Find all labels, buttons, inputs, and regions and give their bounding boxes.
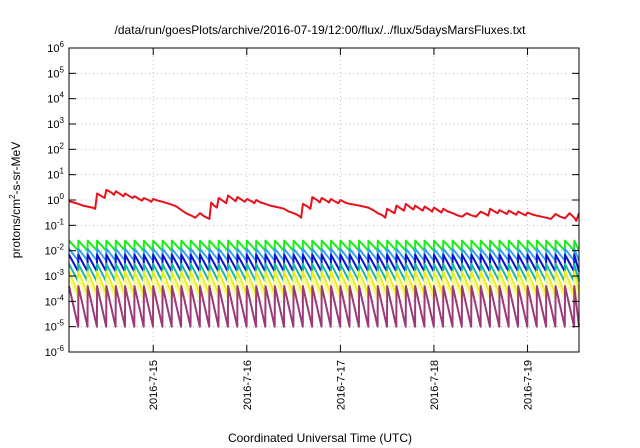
series-line-3 [68,247,580,262]
y-tick-base: 10 [47,94,59,106]
series-line-6 [68,270,580,295]
x-tick-label: 2016-7-16 [242,360,254,410]
x-tick-label: 2016-7-17 [335,360,347,410]
series-layer [68,188,580,328]
y-tick-label: 10-4 [45,293,65,308]
y-tick-exponent: -4 [57,293,65,302]
series-line-2 [68,239,580,252]
y-tick-base: 10 [45,246,57,258]
series-line-1 [68,188,580,222]
y-tick-label: 105 [47,65,64,80]
y-tick-label: 101 [47,167,64,182]
y-tick-label: 104 [47,91,64,106]
y-tick-base: 10 [45,220,57,232]
y-tick-exponent: 5 [60,65,65,74]
y-tick-base: 10 [47,195,59,207]
y-axis-label-before: protons/cm [9,199,23,258]
y-tick-exponent: 1 [60,167,65,176]
y-tick-exponent: 0 [60,192,65,201]
x-tick-label: 2016-7-18 [429,360,441,410]
y-tick-base: 10 [47,170,59,182]
y-axis-label-after: -s-sr-MeV [9,142,23,195]
x-axis-label: Coordinated Universal Time (UTC) [228,431,412,445]
y-tick-exponent: 2 [60,141,65,150]
series-line-5 [68,262,580,283]
y-tick-exponent: -1 [57,217,65,226]
y-tick-label: 10-2 [45,243,65,258]
y-tick-label: 103 [47,116,64,131]
y-tick-base: 10 [47,68,59,80]
x-tick-label: 2016-7-19 [523,360,535,410]
y-tick-exponent: -2 [57,243,65,252]
y-tick-exponent: -3 [57,268,65,277]
y-tick-exponent: 4 [60,91,65,100]
y-tick-base: 10 [45,296,57,308]
y-tick-label: 102 [47,141,64,156]
y-axis: 10610510410310210110010-110-210-310-410-… [45,40,579,359]
y-tick-label: 10-1 [45,217,65,232]
y-tick-label: 10-5 [45,319,65,334]
chart-title: /data/run/goesPlots/archive/2016-07-19/1… [115,23,527,37]
x-tick-label: 2016-7-15 [148,360,160,410]
y-axis-label-superscript: 2 [8,194,17,199]
series-line-4 [68,253,580,273]
y-tick-base: 10 [45,271,57,283]
y-tick-base: 10 [45,322,57,334]
y-axis-label: protons/cm2-s-sr-MeV [8,142,23,258]
y-tick-base: 10 [47,144,59,156]
y-tick-exponent: 3 [60,116,65,125]
y-tick-base: 10 [47,43,59,55]
series-line-7 [68,277,580,301]
y-tick-exponent: -5 [57,319,65,328]
y-tick-exponent: 6 [60,40,65,49]
y-tick-label: 106 [47,40,64,55]
y-tick-base: 10 [47,119,59,131]
y-tick-exponent: -6 [57,344,65,353]
y-tick-label: 10-6 [45,344,65,359]
series-line-8 [68,285,580,328]
y-tick-label: 100 [47,192,64,207]
y-tick-base: 10 [45,347,57,359]
x-axis: 2016-7-15 2016-7-16 2016-7-17 2016-7-18 2016… [148,48,535,410]
y-tick-label: 10-3 [45,268,65,283]
